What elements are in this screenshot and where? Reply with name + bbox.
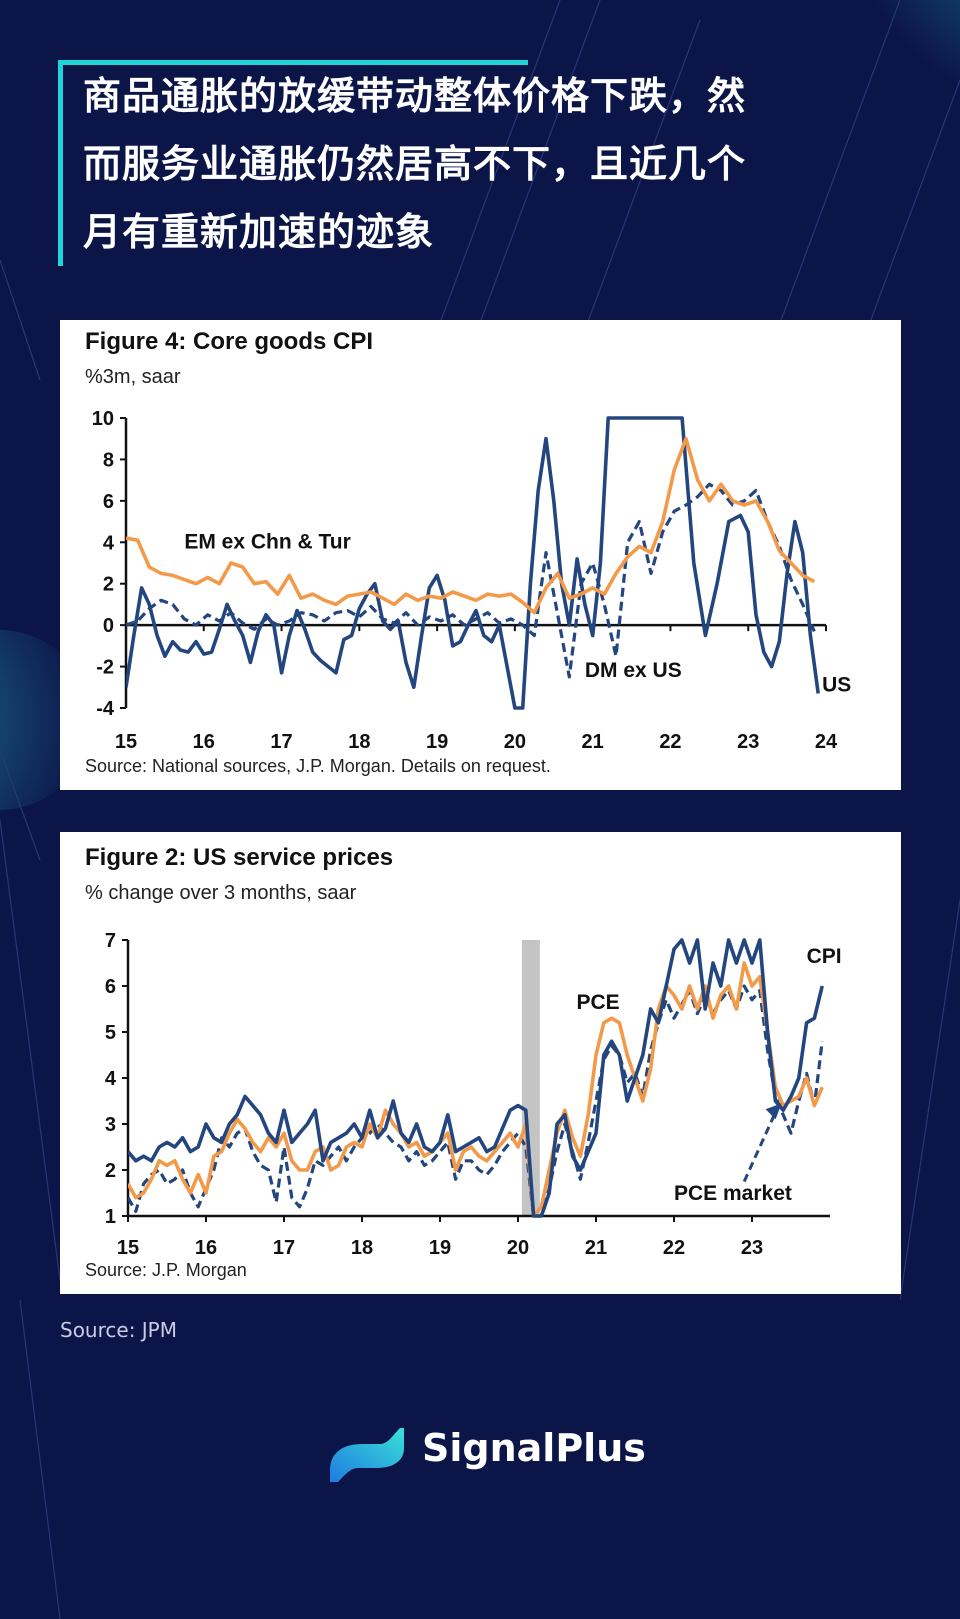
y-tick-label: 3 — [105, 1114, 116, 1136]
y-tick-label: 10 — [92, 408, 114, 430]
y-tick-label: 5 — [105, 1022, 116, 1044]
series-cpi — [128, 938, 824, 1218]
x-tick-label: 17 — [270, 731, 292, 753]
annotation-us: US — [822, 673, 851, 696]
headline-line-2: 而服务业通胀仍然居高不下，且近几个 — [83, 142, 747, 186]
chart1-title: Figure 4: Core goods CPI — [85, 328, 374, 355]
x-tick-label: 23 — [741, 1237, 763, 1259]
arrowhead-icon — [765, 1103, 782, 1120]
y-tick-label: 2 — [103, 574, 114, 596]
y-tick-label: 7 — [105, 930, 116, 952]
x-tick-label: 18 — [351, 1237, 373, 1259]
x-tick-label: 20 — [504, 731, 526, 753]
series-dm-ex-us — [126, 482, 816, 679]
x-tick-label: 21 — [582, 731, 604, 753]
annotation-cpi: CPI — [807, 945, 842, 968]
chart2-title: Figure 2: US service prices — [85, 844, 394, 871]
chart1-subtitle: %3m, saar — [85, 366, 181, 388]
y-tick-label: -2 — [96, 657, 114, 679]
x-tick-label: 15 — [117, 1237, 139, 1259]
y-tick-label: 6 — [105, 976, 116, 998]
x-tick-label: 16 — [193, 731, 215, 753]
headline: 商品通胀的放缓带动整体价格下跌，然 而服务业通胀仍然居高不下，且近几个 月有重新… — [58, 62, 943, 266]
brand-name: SignalPlus — [422, 1426, 646, 1470]
x-tick-label: 23 — [737, 731, 759, 753]
y-tick-label: 4 — [103, 532, 115, 554]
y-tick-label: 8 — [103, 449, 114, 471]
x-tick-label: 24 — [815, 731, 838, 753]
series-pce — [128, 961, 824, 1218]
x-tick-label: 22 — [663, 1237, 685, 1259]
chart1-source: Source: National sources, J.P. Morgan. D… — [85, 756, 551, 776]
chart2-source: Source: J.P. Morgan — [85, 1260, 247, 1280]
x-tick-label: 18 — [348, 731, 370, 753]
series-us — [126, 416, 820, 710]
y-tick-label: 6 — [103, 491, 114, 513]
annotation-pce-market: PCE market — [674, 1182, 792, 1205]
series-em-ex-chn-tur — [126, 436, 816, 615]
x-tick-label: 21 — [585, 1237, 607, 1259]
headline-accent-bar — [58, 60, 528, 65]
x-tick-label: 22 — [659, 731, 681, 753]
chart2-subtitle: % change over 3 months, saar — [85, 882, 357, 904]
y-tick-label: 4 — [105, 1068, 117, 1090]
page-source: Source: JPM — [60, 1318, 178, 1342]
signalplus-logo-icon — [330, 1428, 404, 1482]
x-tick-label: 15 — [115, 731, 137, 753]
x-tick-label: 19 — [429, 1237, 451, 1259]
y-tick-label: 2 — [105, 1160, 116, 1182]
pce-market-arrow — [742, 1111, 777, 1183]
y-tick-label: 1 — [105, 1206, 116, 1228]
y-tick-label: 0 — [103, 615, 114, 637]
headline-line-1: 商品通胀的放缓带动整体价格下跌，然 — [83, 74, 747, 118]
x-tick-label: 16 — [195, 1237, 217, 1259]
y-tick-label: -4 — [96, 698, 115, 720]
x-tick-label: 19 — [426, 731, 448, 753]
x-tick-label: 20 — [507, 1237, 529, 1259]
annotation-dm-ex-us: DM ex US — [585, 659, 682, 682]
annotation-em-ex-chn-tur: EM ex Chn & Tur — [184, 531, 350, 554]
x-tick-label: 17 — [273, 1237, 295, 1259]
annotation-pce: PCE — [577, 991, 620, 1014]
headline-line-3: 月有重新加速的迹象 — [83, 210, 435, 254]
us-service-prices-chart-card: Figure 2: US service prices % change ove… — [60, 832, 901, 1294]
brand-logo: SignalPlus — [322, 1422, 646, 1482]
core-goods-cpi-chart-card: Figure 4: Core goods CPI %3m, saar 10 8 6 4… — [60, 320, 901, 790]
